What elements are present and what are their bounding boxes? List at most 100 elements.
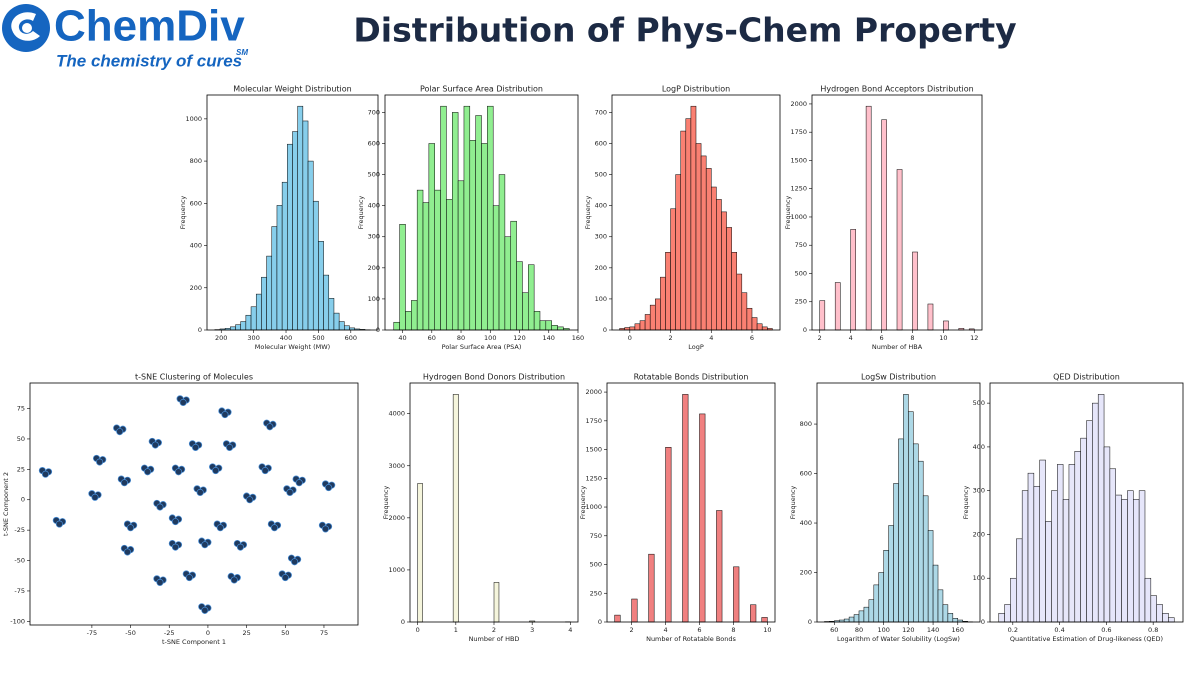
x-tick-label: 0 <box>416 626 420 634</box>
histogram-bar <box>1157 604 1163 622</box>
histogram-bar <box>1063 499 1069 622</box>
histogram-bar <box>1040 460 1046 622</box>
histogram-bar <box>706 168 711 330</box>
histogram-bar <box>999 613 1005 622</box>
histogram-bar <box>721 212 726 330</box>
histogram-bar <box>318 241 323 330</box>
x-tick-label: 4 <box>849 334 853 342</box>
y-tick-label: 1500 <box>585 446 602 454</box>
histogram-bar <box>534 311 540 330</box>
y-tick-label: 500 <box>590 561 602 569</box>
chart-title: LogP Distribution <box>662 85 730 94</box>
histogram-bar <box>666 447 672 622</box>
scatter-point <box>92 494 98 500</box>
histogram-bar <box>1163 613 1169 622</box>
x-tick-label: 6 <box>750 334 754 342</box>
histogram-bar <box>874 585 879 622</box>
x-tick-label: 160 <box>952 626 964 634</box>
scatter-point <box>237 544 243 550</box>
histogram-bar <box>711 187 716 330</box>
scatter-point <box>202 607 208 613</box>
histogram-bar <box>681 131 686 330</box>
y-axis-label: Frequency <box>179 196 187 230</box>
y-tick-label: 2000 <box>585 388 602 396</box>
histogram-bar <box>241 322 246 330</box>
histogram-bar <box>464 106 470 330</box>
x-axis-label: Molecular Weight (MW) <box>255 343 330 351</box>
histogram-bar <box>747 308 752 330</box>
y-tick-label: 1750 <box>790 128 807 136</box>
y-tick-label: 0 <box>803 326 807 334</box>
x-tick-label: 4 <box>709 334 713 342</box>
histogram-bar <box>615 615 621 622</box>
histogram-bar <box>470 140 476 330</box>
x-axis-label: Polar Surface Area (PSA) <box>442 343 522 351</box>
chart-title: t-SNE Clustering of Molecules <box>135 373 253 382</box>
y-tick-label: 1000 <box>585 503 602 511</box>
scatter-point <box>226 444 232 450</box>
x-tick-label: 0.6 <box>1101 626 1111 634</box>
histogram-bar <box>1010 578 1016 622</box>
x-tick-label: 0.4 <box>1054 626 1064 634</box>
histogram-bar <box>854 615 859 622</box>
y-tick-label: 600 <box>190 199 202 207</box>
y-tick-label: 500 <box>368 171 380 179</box>
scatter-point <box>197 489 203 495</box>
histogram-bar <box>1057 464 1063 622</box>
logo-name: ChemDiv <box>54 2 245 51</box>
histogram-bar <box>884 550 889 622</box>
y-tick-label: 250 <box>795 298 807 306</box>
y-tick-label: 800 <box>800 420 812 428</box>
histogram-bar <box>696 143 701 330</box>
scatter-point <box>96 459 102 465</box>
histogram-bar <box>452 112 458 330</box>
x-tick-label: 120 <box>513 334 525 342</box>
histogram-bar <box>272 227 277 330</box>
chart-title: Hydrogen Bond Acceptors Distribution <box>820 85 973 94</box>
histogram-bar <box>1122 499 1128 622</box>
scatter-point <box>144 469 150 475</box>
y-tick-label: 200 <box>368 264 380 272</box>
histogram-bar <box>308 161 313 330</box>
histogram-bar <box>329 298 334 330</box>
histogram-bar <box>943 321 948 330</box>
histogram-bar <box>752 318 757 330</box>
x-tick-label: 0.8 <box>1148 626 1158 634</box>
chart-title: QED Distribution <box>1053 373 1120 382</box>
histogram-bar <box>928 304 933 330</box>
scatter-point <box>192 444 198 450</box>
histogram-bar <box>649 554 655 622</box>
x-tick-label: 100 <box>484 334 496 342</box>
histogram-bar <box>716 199 721 330</box>
histogram-bar <box>246 315 251 330</box>
y-axis-label: Frequency <box>789 486 797 520</box>
y-tick-label: 250 <box>590 589 602 597</box>
x-tick-label: 10 <box>939 334 947 342</box>
x-tick-label: 8 <box>910 334 914 342</box>
histogram-bar <box>650 305 655 330</box>
x-axis-label: Logarithm of Water Solubility (LogSw) <box>837 635 960 643</box>
x-tick-label: 60 <box>428 334 436 342</box>
plot-area <box>607 383 775 622</box>
histogram-bar <box>540 321 546 330</box>
histogram-bar <box>324 275 329 330</box>
scatter-point <box>222 411 228 417</box>
scatter-point <box>287 489 293 495</box>
scatter-point <box>152 442 158 448</box>
histogram-bar <box>691 106 696 330</box>
histogram-bar <box>334 313 339 330</box>
scatter-point <box>202 542 208 548</box>
histogram-bar <box>293 132 298 330</box>
y-tick-label: -100 <box>10 617 25 625</box>
y-tick-label: -50 <box>14 557 25 565</box>
scatter-point <box>291 559 297 565</box>
histogram-bar <box>928 530 933 622</box>
x-axis-label: Number of HBA <box>872 343 923 351</box>
x-axis-label: t-SNE Component 1 <box>162 638 226 646</box>
histogram-bar <box>552 325 558 330</box>
y-tick-label: 2000 <box>790 100 807 108</box>
